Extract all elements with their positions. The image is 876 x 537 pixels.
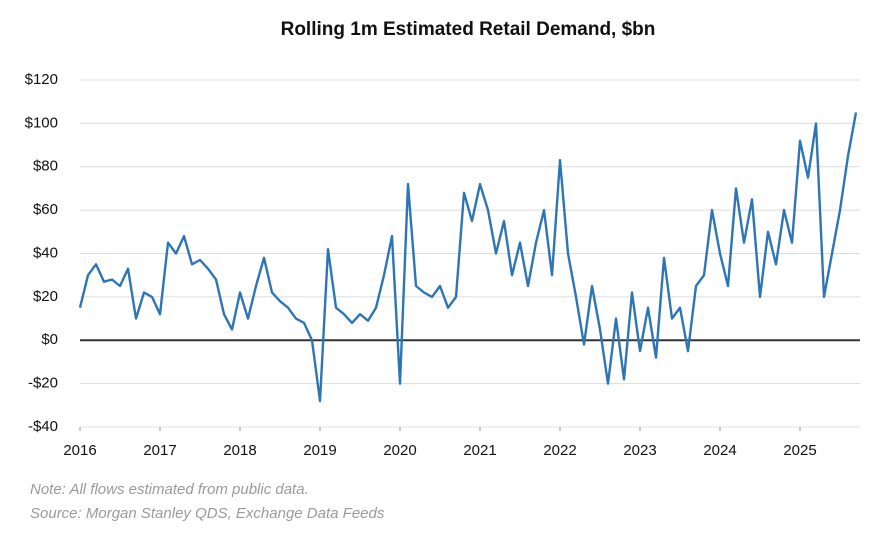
x-tick-label: 2025 — [783, 442, 816, 459]
y-tick-label: $100 — [25, 114, 58, 131]
x-tick-label: 2018 — [223, 442, 256, 459]
chart-title: Rolling 1m Estimated Retail Demand, $bn — [281, 19, 656, 40]
y-tick-label: $80 — [33, 158, 58, 175]
note: Note: All flows estimated from public da… — [30, 481, 309, 498]
x-tick-label: 2022 — [543, 442, 576, 459]
y-tick-label: -$20 — [28, 375, 58, 392]
y-tick-label: $120 — [25, 71, 58, 88]
x-tick-label: 2021 — [463, 442, 496, 459]
y-tick-label: $0 — [41, 331, 58, 348]
x-tick-label: 2019 — [303, 442, 336, 459]
x-tick-label: 2020 — [383, 442, 416, 459]
y-tick-label: $20 — [33, 288, 58, 305]
x-tick-label: 2017 — [143, 442, 176, 459]
y-tick-label: -$40 — [28, 418, 58, 435]
x-tick-label: 2016 — [63, 442, 96, 459]
y-tick-label: $40 — [33, 244, 58, 261]
source: Source: Morgan Stanley QDS, Exchange Dat… — [30, 505, 385, 522]
x-tick-label: 2024 — [703, 442, 736, 459]
x-tick-label: 2023 — [623, 442, 656, 459]
series-line — [78, 112, 858, 403]
y-tick-label: $60 — [33, 201, 58, 218]
